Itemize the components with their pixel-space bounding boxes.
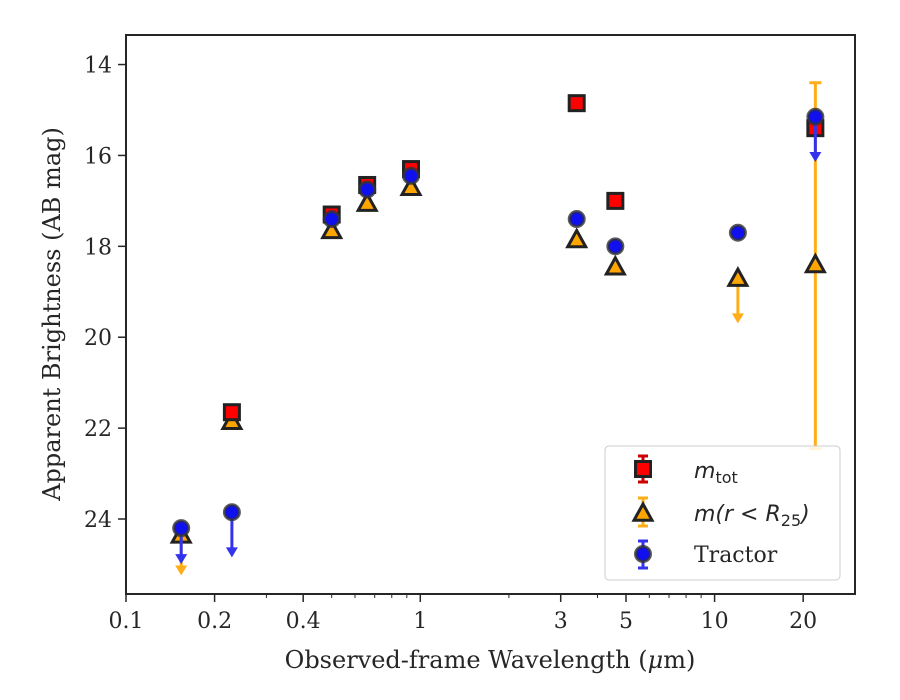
mr25-point [803, 252, 827, 274]
y-tick-label: 22 [84, 417, 112, 442]
mr25-point [355, 191, 379, 212]
legend-mtot-marker [634, 460, 652, 478]
x-tick-label: 0.1 [109, 609, 144, 634]
tractor-point [172, 519, 191, 538]
tractor-limit-arrow-head [175, 554, 188, 565]
tractor-limit-arrow-head [809, 151, 822, 162]
tractor-point [322, 210, 341, 229]
legend-frame [604, 445, 841, 581]
legend-markers [631, 454, 655, 570]
tractor-limit-arrow-head [225, 547, 238, 558]
data-marks [169, 81, 827, 576]
x-tick-label: 10 [701, 609, 729, 634]
mr25-point [399, 175, 423, 196]
axis-ticks: 0.1 0.2 0.4 1 3 5 10 20 14 16 18 20 22 24 [84, 54, 817, 634]
y-tick-label: 18 [84, 235, 112, 260]
mtot-point [567, 94, 586, 113]
tractor-point [806, 107, 825, 126]
mr25-point [726, 266, 750, 287]
y-tick-label: 20 [84, 326, 112, 351]
tractor-point [567, 210, 586, 229]
mr25-limit-arrow-head [731, 313, 744, 324]
legend-label-mr25: m(r < R25) [694, 502, 810, 530]
x-axis-title: Observed-frame Wavelength (μm) [285, 646, 696, 674]
mr25-point [603, 254, 627, 276]
x-tick-label: 5 [619, 609, 633, 634]
tractor-point [222, 503, 241, 522]
legend-mr25-marker [631, 500, 655, 522]
legend-label-mtot: mtot [694, 459, 738, 487]
mr25-point [565, 227, 589, 249]
legend-label-tractor: Tractor [694, 543, 778, 568]
plot-frame [125, 34, 856, 595]
tractor-point [358, 180, 377, 199]
legend-tractor-marker [634, 545, 652, 563]
tractor-point [402, 166, 421, 185]
mr25-point [320, 218, 344, 240]
mtot-point [222, 403, 241, 422]
x-tick-label: 1 [413, 609, 427, 634]
x-tick-label: 20 [789, 609, 817, 634]
y-tick-label: 24 [84, 508, 112, 533]
tractor-point [728, 223, 747, 242]
mr25-limit-arrow-head [175, 565, 188, 576]
legend: mtot m(r < R25) Tractor [604, 445, 841, 581]
tractor-point [606, 237, 625, 256]
y-axis-title: Apparent Brightness (AB mag) [38, 127, 66, 502]
x-tick-label: 0.4 [286, 609, 321, 634]
x-tick-label: 0.2 [197, 609, 232, 634]
y-tick-label: 16 [84, 144, 112, 169]
mtot-point [606, 191, 625, 210]
x-tick-label: 3 [554, 609, 568, 634]
y-tick-label: 14 [84, 54, 112, 79]
